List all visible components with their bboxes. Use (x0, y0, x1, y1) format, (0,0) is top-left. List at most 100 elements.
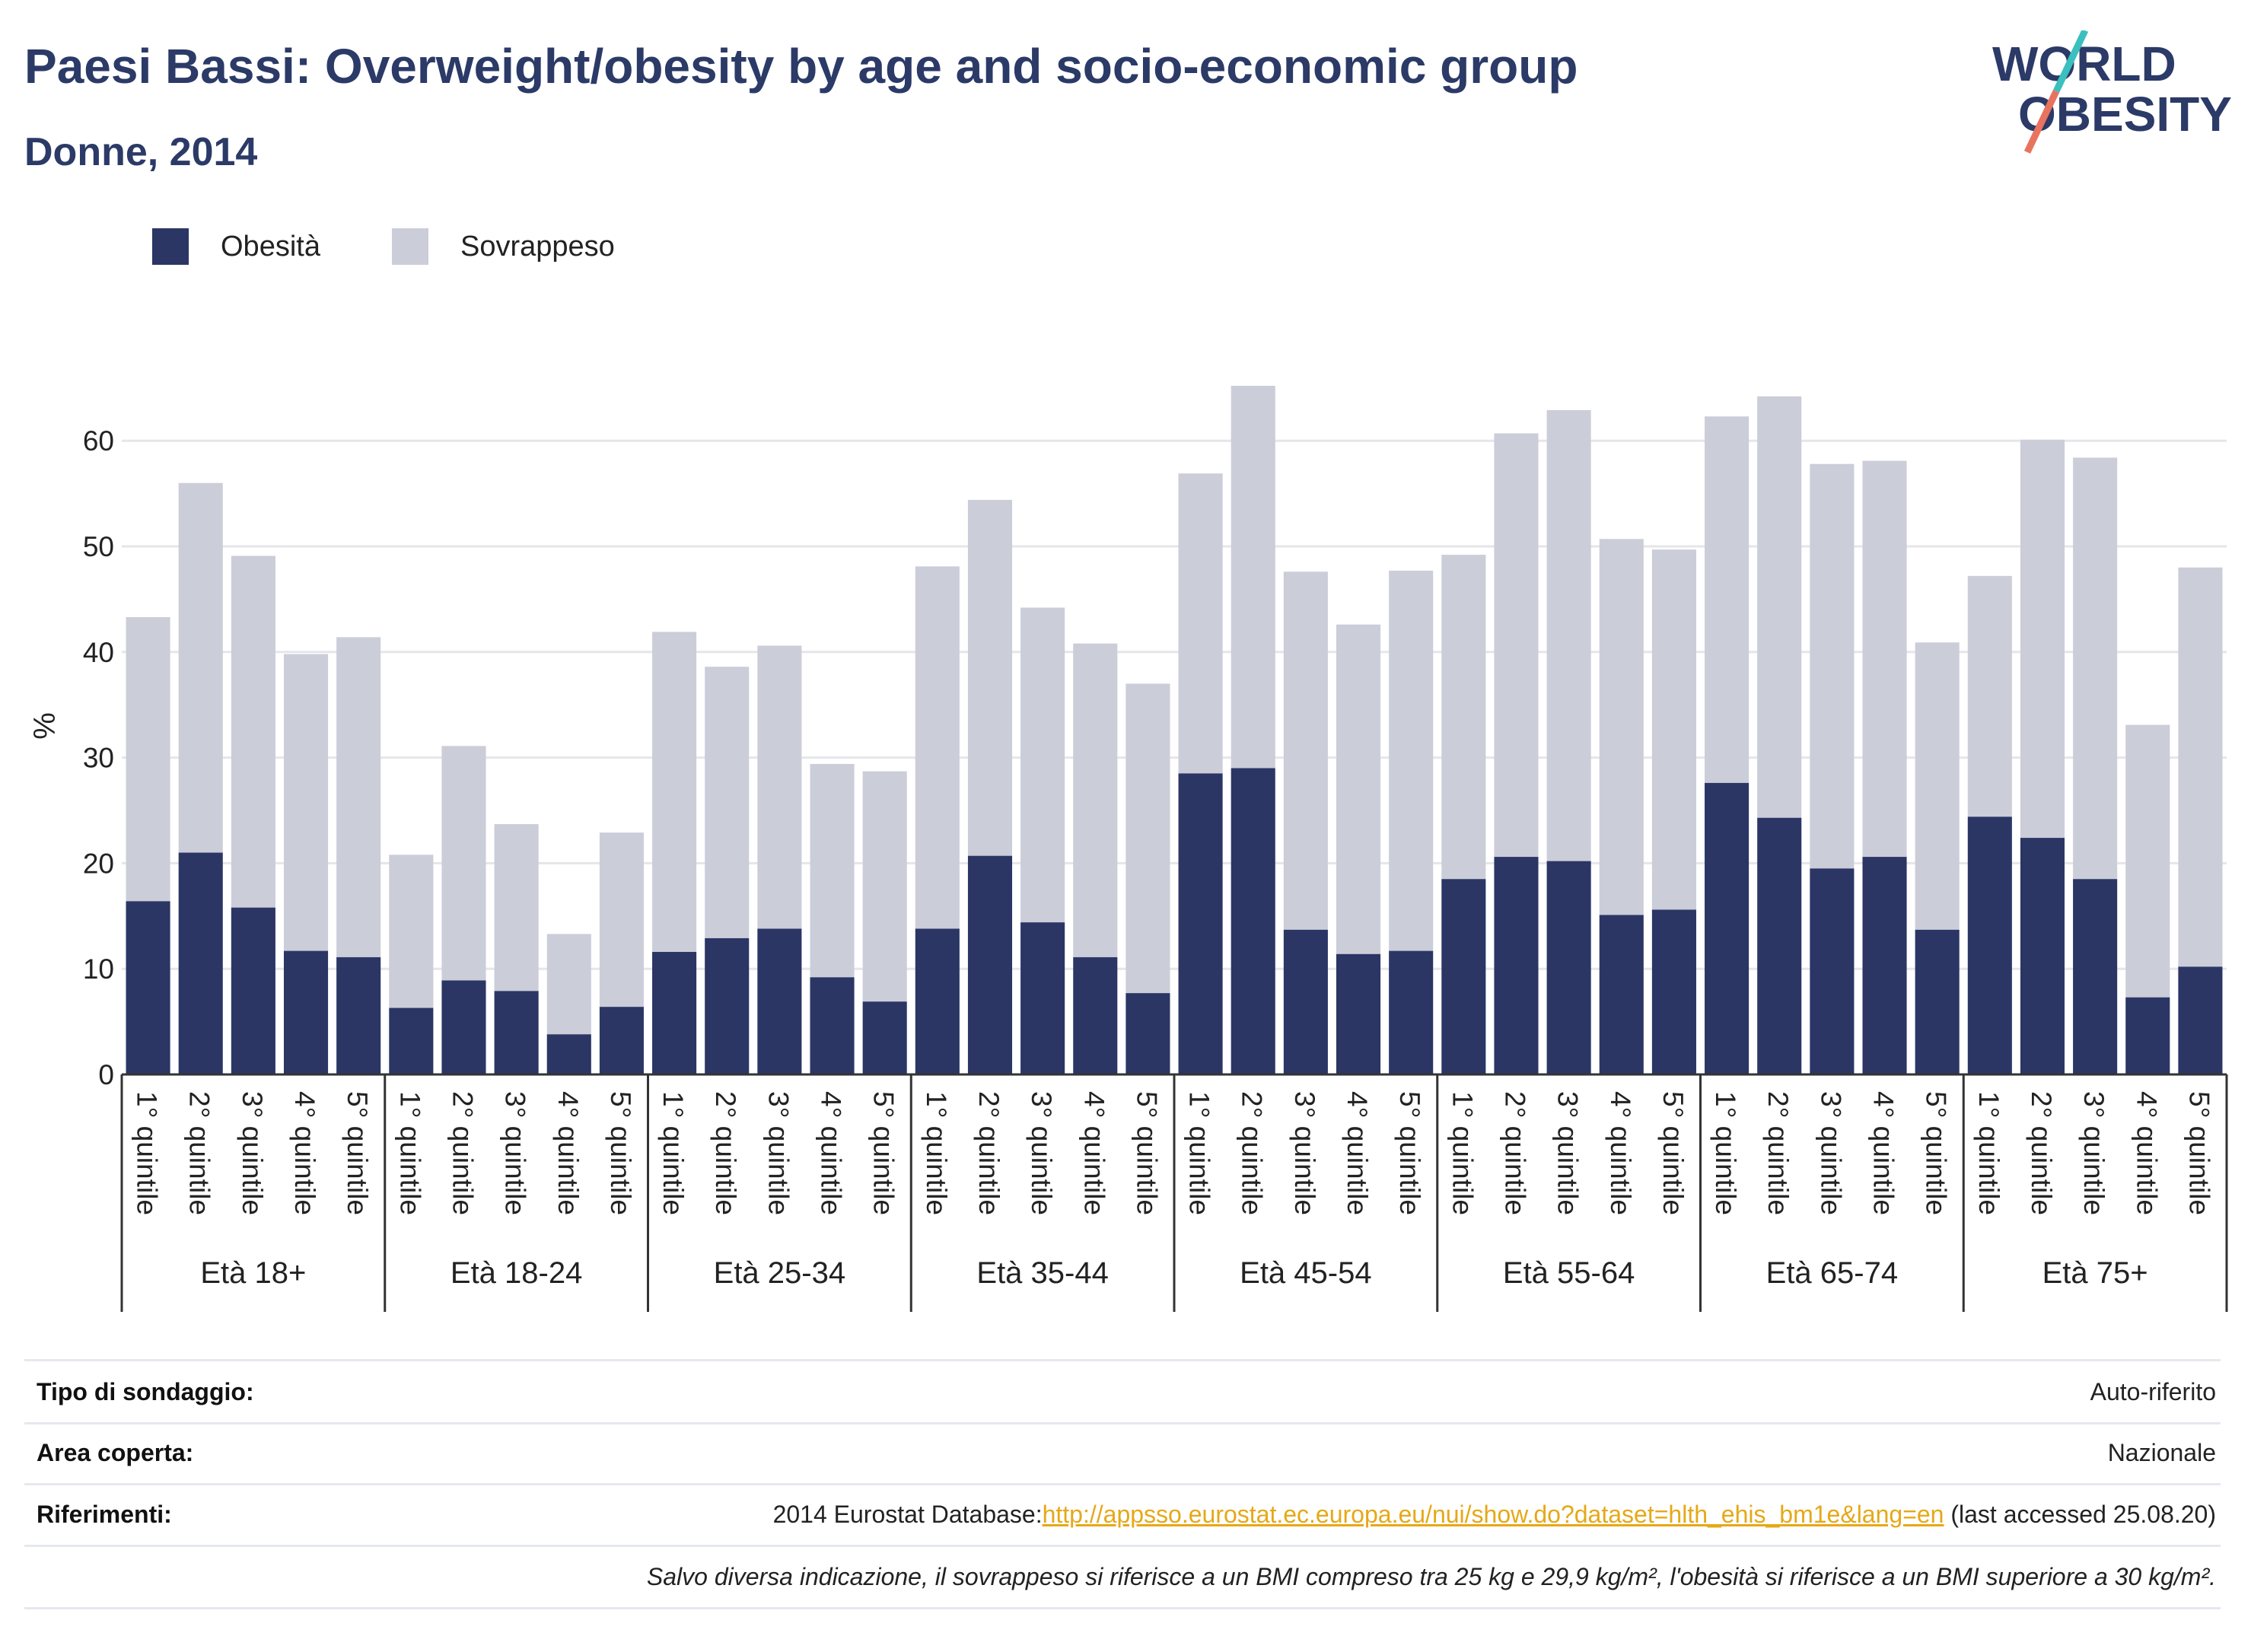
bar-overweight (1336, 624, 1381, 954)
bar-overweight (126, 616, 170, 902)
bar-obesity (1126, 993, 1170, 1074)
x-tick-label: 2° quintile (184, 1091, 215, 1215)
bar-overweight (1178, 473, 1223, 774)
bar-obesity (178, 852, 223, 1074)
y-tick-label: 40 (83, 637, 114, 668)
reference-link[interactable]: http://appsso.eurostat.ec.europa.eu/nui/… (1042, 1501, 1944, 1528)
chart-legend: Obesità Sovrappeso (152, 225, 686, 268)
y-tick-label: 10 (83, 953, 114, 985)
bar-overweight (1651, 549, 1696, 910)
bar-obesity (283, 950, 329, 1074)
bar-overweight (810, 763, 855, 978)
x-tick-label: 5° quintile (1921, 1091, 1952, 1215)
page-subtitle: Donne, 2014 (24, 130, 258, 174)
info-value-survey-type: Auto-riferito (2090, 1378, 2216, 1405)
bar-obesity (1967, 816, 2012, 1074)
group-label: Età 55-64 (1503, 1256, 1635, 1290)
y-tick-label: 50 (83, 531, 114, 562)
bar-obesity (1810, 868, 1855, 1074)
bar-obesity (1757, 817, 1802, 1074)
bar-obesity (705, 937, 750, 1074)
bar-overweight (546, 934, 591, 1035)
x-tick-label: 2° quintile (2026, 1091, 2057, 1215)
bar-obesity (1494, 857, 1539, 1074)
bar-overweight (1862, 460, 1907, 858)
x-tick-label: 3° quintile (237, 1091, 268, 1215)
y-tick-label: 30 (83, 743, 114, 774)
bar-overweight (2073, 457, 2118, 880)
logo-slash-bottom (2023, 90, 2060, 154)
bar-obesity (599, 1007, 644, 1074)
legend-label-overweight: Sovrappeso (460, 230, 615, 263)
x-tick-label: 1° quintile (921, 1091, 952, 1215)
bar-obesity (2073, 879, 2118, 1074)
bar-obesity (2125, 997, 2170, 1074)
x-tick-label: 1° quintile (657, 1091, 689, 1215)
x-tick-label: 3° quintile (500, 1091, 531, 1215)
x-tick-label: 5° quintile (868, 1091, 899, 1215)
bar-overweight (389, 855, 434, 1008)
bar-overweight (283, 654, 329, 951)
bar-obesity (1073, 957, 1118, 1074)
group-label: Età 18-24 (451, 1256, 582, 1290)
bar-overweight (1283, 571, 1328, 930)
reference-suffix: (last accessed 25.08.20) (1944, 1501, 2216, 1528)
bar-obesity (1862, 857, 1907, 1074)
bar-obesity (862, 1001, 907, 1074)
group-label: Età 65-74 (1766, 1256, 1898, 1290)
x-tick-label: 3° quintile (763, 1091, 794, 1215)
bar-obesity (1283, 929, 1328, 1074)
info-row-survey-type: Tipo di sondaggio: Auto-riferito (24, 1359, 2221, 1424)
bar-overweight (1967, 575, 2012, 817)
bar-obesity (1389, 950, 1434, 1074)
x-tick-label: 3° quintile (1289, 1091, 1320, 1215)
bar-overweight (1126, 683, 1170, 994)
x-tick-label: 4° quintile (1605, 1091, 1636, 1215)
x-tick-label: 4° quintile (552, 1091, 584, 1215)
legend-swatch-overweight (391, 228, 428, 265)
x-tick-label: 2° quintile (973, 1091, 1005, 1215)
x-tick-label: 2° quintile (1499, 1091, 1530, 1215)
logo-slash-top (2052, 29, 2089, 93)
x-tick-label: 2° quintile (447, 1091, 478, 1215)
bar-obesity (1178, 773, 1223, 1074)
x-tick-label: 4° quintile (1342, 1091, 1373, 1215)
bar-obesity (757, 928, 802, 1074)
world-obesity-logo: WORLD OBESITY (1979, 29, 2237, 167)
bar-overweight (2178, 567, 2223, 967)
bar-obesity (1651, 909, 1696, 1074)
info-row-note: Salvo diversa indicazione, il sovrappeso… (24, 1546, 2221, 1609)
bar-obesity (494, 991, 539, 1074)
bar-overweight (1705, 416, 1750, 783)
x-tick-label: 5° quintile (1394, 1091, 1425, 1215)
bar-obesity (389, 1007, 434, 1074)
bar-overweight (1810, 463, 1855, 869)
bar-obesity (1336, 953, 1381, 1074)
x-tick-label: 2° quintile (1762, 1091, 1794, 1215)
x-tick-label: 2° quintile (1237, 1091, 1268, 1215)
bar-obesity (915, 928, 960, 1074)
info-label-survey-type: Tipo di sondaggio: (37, 1378, 254, 1405)
bar-overweight (1494, 433, 1539, 858)
bar-overweight (599, 832, 644, 1007)
info-row-references: Riferimenti: 2014 Eurostat Database:http… (24, 1484, 2221, 1547)
x-tick-label: 1° quintile (1710, 1091, 1741, 1215)
bar-overweight (915, 566, 960, 929)
group-label: Età 35-44 (976, 1256, 1108, 1290)
x-tick-label: 4° quintile (289, 1091, 320, 1215)
bar-overweight (1441, 555, 1486, 880)
bar-overweight (1389, 570, 1434, 951)
bar-overweight (652, 632, 697, 952)
bar-obesity (2020, 838, 2065, 1074)
page-title: Paesi Bassi: Overweight/obesity by age a… (24, 39, 1578, 94)
bar-overweight (757, 645, 802, 929)
x-tick-label: 4° quintile (816, 1091, 847, 1215)
bar-obesity (126, 901, 170, 1074)
bar-overweight (1231, 386, 1275, 769)
x-tick-label: 3° quintile (2078, 1091, 2109, 1215)
x-tick-label: 3° quintile (1815, 1091, 1846, 1215)
stacked-bar-chart: 0 10 20 30 40 50 60% 1° quintile 2° quintile 3° q… (28, 386, 2228, 1312)
bar-obesity (1231, 768, 1275, 1074)
bar-overweight (336, 637, 381, 957)
bar-obesity (336, 957, 381, 1074)
